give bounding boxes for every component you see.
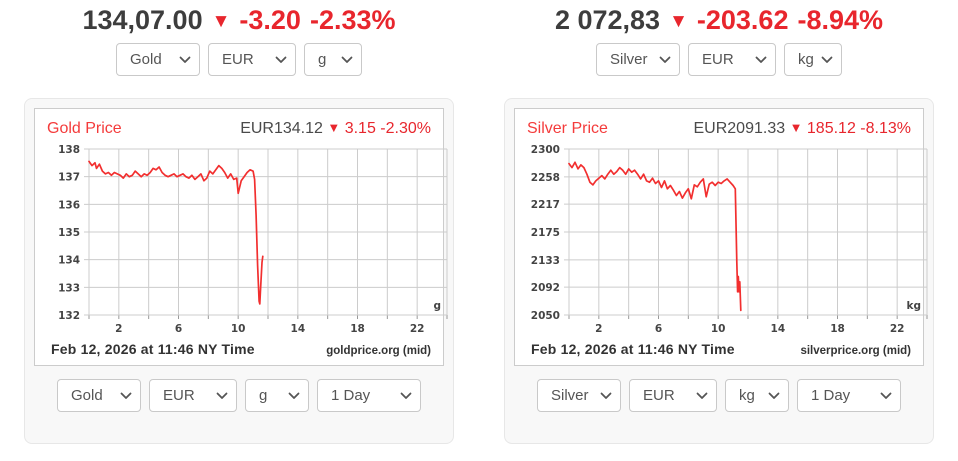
svg-text:2: 2 <box>115 323 122 335</box>
silver-unit-select[interactable]: kg <box>784 43 842 77</box>
svg-text:134: 134 <box>58 255 80 267</box>
silver-price-header: 2 072,83 ▼ -203.62 -8.94% <box>504 4 934 36</box>
silver-currency-select-bottom[interactable]: EUR <box>629 379 717 413</box>
gold-widget: 134,07.00 ▼ -3.20 -2.33% Gold EUR g Gold… <box>24 2 454 445</box>
gold-metal-select-bottom[interactable]: Gold <box>57 379 141 413</box>
silver-top-selectors: Silver EUR kg <box>504 43 934 77</box>
gold-metal-select[interactable]: Gold <box>116 43 200 77</box>
down-triangle-icon: ▼ <box>211 10 231 32</box>
down-triangle-icon: ▼ <box>327 120 341 136</box>
gold-period-select[interactable]: 1 Day <box>317 379 421 413</box>
silver-chart-title: Silver Price <box>527 120 608 138</box>
page: 134,07.00 ▼ -3.20 -2.33% Gold EUR g Gold… <box>24 2 934 445</box>
silver-price-chart: 2050 2092 2133 2175 2217 2258 2300 2 6 10 14 18 22 kg <box>525 144 928 341</box>
svg-text:10: 10 <box>231 323 246 335</box>
silver-quote-price: EUR2091.33 <box>693 120 786 138</box>
gold-bottom-selectors: Gold EUR g 1 Day <box>34 379 444 413</box>
svg-text:10: 10 <box>711 323 726 335</box>
svg-text:2050: 2050 <box>531 310 560 322</box>
silver-chart-panel: Silver Price EUR2091.33 ▼ 185.12 -8.13% … <box>514 108 928 367</box>
svg-text:6: 6 <box>655 323 662 335</box>
silver-price-change: -203.62 <box>696 5 789 35</box>
svg-text:18: 18 <box>830 323 845 335</box>
silver-quote-change-pct: -8.13% <box>860 120 911 138</box>
svg-text:g: g <box>433 300 441 312</box>
gold-chart-timestamp: Feb 12, 2026 at 11:46 NY Time <box>51 341 255 358</box>
gold-chart-source: goldprice.org (mid) <box>326 345 431 358</box>
silver-chart-footer: Feb 12, 2026 at 11:46 NY Time silverpric… <box>525 341 913 361</box>
silver-chart-quote: EUR2091.33 ▼ 185.12 -8.13% <box>694 120 912 138</box>
gold-currency-select-bottom[interactable]: EUR <box>149 379 237 413</box>
svg-text:18: 18 <box>350 323 365 335</box>
gold-price-change-pct: -2.33% <box>309 5 396 35</box>
gold-unit-select-bottom[interactable]: g <box>245 379 309 413</box>
silver-price-change-pct: -8.94% <box>797 5 884 35</box>
gold-top-selectors: Gold EUR g <box>24 43 454 77</box>
svg-text:132: 132 <box>58 310 80 322</box>
gold-chart-title: Gold Price <box>47 120 122 138</box>
gold-quote-change: 3.15 <box>344 120 376 138</box>
gold-chart-footer: Feb 12, 2026 at 11:46 NY Time goldprice.… <box>45 341 433 361</box>
silver-chart-source: silverprice.org (mid) <box>800 345 911 358</box>
silver-bottom-selectors: Silver EUR kg 1 Day <box>514 379 924 413</box>
gold-unit-select[interactable]: g <box>304 43 362 77</box>
svg-text:2258: 2258 <box>531 172 560 184</box>
svg-text:22: 22 <box>890 323 905 335</box>
gold-quote-price: EUR134.12 <box>240 120 323 138</box>
gold-quote-change-pct: -2.30% <box>380 120 431 138</box>
silver-currency-select[interactable]: EUR <box>688 43 776 77</box>
svg-text:2092: 2092 <box>531 283 560 295</box>
svg-text:22: 22 <box>410 323 425 335</box>
svg-text:136: 136 <box>58 200 80 212</box>
svg-text:6: 6 <box>175 323 182 335</box>
gold-chart-panel: Gold Price EUR134.12 ▼ 3.15 -2.30% 132 13… <box>34 108 448 367</box>
svg-text:2300: 2300 <box>531 144 560 156</box>
silver-unit-select-bottom[interactable]: kg <box>725 379 789 413</box>
svg-text:138: 138 <box>58 144 80 156</box>
gold-chart-header: Gold Price EUR134.12 ▼ 3.15 -2.30% <box>45 118 433 144</box>
svg-text:2217: 2217 <box>531 200 560 212</box>
gold-chart-quote: EUR134.12 ▼ 3.15 -2.30% <box>240 120 431 138</box>
svg-text:133: 133 <box>58 283 80 295</box>
svg-text:135: 135 <box>58 227 80 239</box>
gold-price-chart: 132 133 134 135 136 137 138 2 6 10 14 18 22 g <box>45 144 448 341</box>
gold-price-header: 134,07.00 ▼ -3.20 -2.33% <box>24 4 454 36</box>
down-triangle-icon: ▼ <box>789 120 803 136</box>
silver-chart-timestamp: Feb 12, 2026 at 11:46 NY Time <box>531 341 735 358</box>
svg-text:kg: kg <box>907 300 922 312</box>
svg-text:2: 2 <box>595 323 602 335</box>
silver-metal-select[interactable]: Silver <box>596 43 680 77</box>
gold-currency-select[interactable]: EUR <box>208 43 296 77</box>
gold-current-price: 134,07.00 <box>82 5 203 35</box>
silver-quote-change: 185.12 <box>806 120 856 138</box>
silver-period-select[interactable]: 1 Day <box>797 379 901 413</box>
svg-text:2133: 2133 <box>531 255 560 267</box>
svg-text:14: 14 <box>771 323 786 335</box>
down-triangle-icon: ▼ <box>669 10 688 32</box>
gold-price-change: -3.20 <box>239 5 301 35</box>
silver-chart-card: Silver Price EUR2091.33 ▼ 185.12 -8.13% … <box>504 98 934 445</box>
gold-chart-card: Gold Price EUR134.12 ▼ 3.15 -2.30% 132 13… <box>24 98 454 445</box>
silver-chart-header: Silver Price EUR2091.33 ▼ 185.12 -8.13% <box>525 118 913 144</box>
silver-current-price: 2 072,83 <box>554 5 661 35</box>
svg-text:137: 137 <box>58 172 80 184</box>
silver-metal-select-bottom[interactable]: Silver <box>537 379 621 413</box>
svg-text:2175: 2175 <box>531 227 560 239</box>
silver-widget: 2 072,83 ▼ -203.62 -8.94% Silver EUR kg … <box>504 2 934 445</box>
svg-text:14: 14 <box>291 323 306 335</box>
